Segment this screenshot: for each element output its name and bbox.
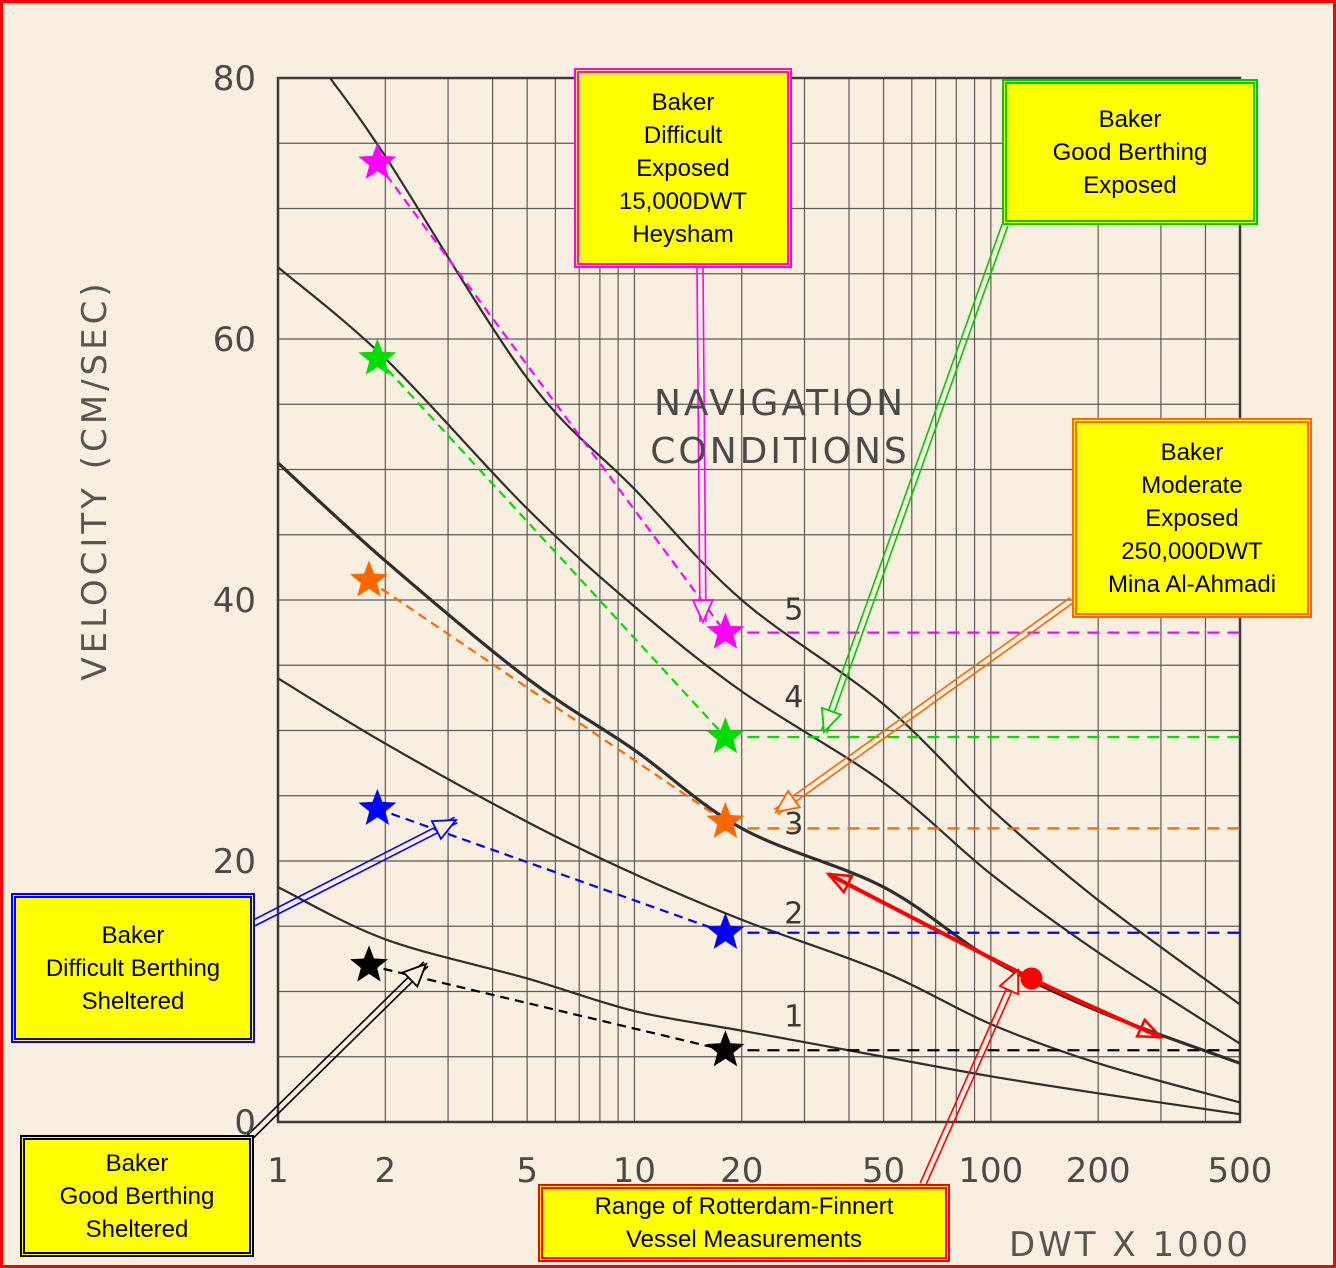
curve-number-label: 5 — [784, 592, 803, 627]
callout-line: Good Berthing — [59, 1182, 215, 1210]
range-arrowhead — [825, 872, 854, 895]
callout-pointer-line — [820, 223, 1003, 732]
star-marker — [358, 142, 397, 179]
callout-pointer-head — [430, 819, 458, 841]
callout-blue: Baker Difficult Berthing Sheltered — [11, 893, 255, 1043]
callout-line: Moderate — [1141, 471, 1243, 499]
callout-line: Baker — [1098, 105, 1162, 133]
callout-black: Baker Good Berthing Sheltered — [20, 1135, 254, 1257]
star-marker — [358, 788, 397, 825]
callout-line: 250,000DWT — [1121, 537, 1263, 565]
x-tick-label: 200 — [1066, 1151, 1131, 1191]
curve-layer — [276, 77, 1241, 1116]
range-center-dot — [1020, 967, 1043, 990]
callout-line: Sheltered — [85, 1215, 189, 1243]
condition-curve — [277, 886, 1241, 1116]
y-tick-label: 40 — [213, 581, 256, 621]
y-tick-label: 0 — [234, 1103, 256, 1143]
callout-red: Range of Rotterdam-Finnert Vessel Measur… — [538, 1184, 950, 1262]
callout-pointer-head — [401, 962, 428, 989]
condition-curve — [277, 266, 1241, 1045]
curve-number-label: 4 — [784, 680, 803, 715]
curve-number-label: 2 — [784, 896, 803, 931]
callout-pointer-line — [248, 965, 429, 1143]
callout-orange: Baker Moderate Exposed 250,000DWT Mina A… — [1072, 418, 1312, 618]
x-tick-label: 1 — [267, 1151, 289, 1191]
star-marker — [350, 560, 388, 597]
condition-curve — [276, 461, 1241, 1065]
callout-line: Exposed — [1083, 171, 1177, 199]
condition-curve — [277, 677, 1241, 1104]
curve-number-label: 3 — [784, 807, 803, 842]
callout-pointer-line — [925, 970, 1022, 1186]
y-tick-label: 60 — [213, 320, 256, 360]
callout-line: Baker — [105, 1149, 169, 1177]
callout-pointer-line — [919, 968, 1016, 1184]
callout-pointer-line — [250, 821, 458, 929]
dashed-connector — [376, 162, 727, 634]
callout-pointer-line — [777, 601, 1075, 816]
star-marker — [706, 912, 745, 949]
dashed-connector — [376, 807, 726, 934]
callout-line: Difficult — [643, 121, 723, 149]
annotation-line: NAVIGATION — [654, 383, 906, 424]
y-tick-label: 20 — [213, 842, 256, 882]
star-marker — [706, 612, 745, 649]
x-tick-label: 100 — [958, 1151, 1023, 1191]
dashed-connector — [376, 357, 727, 738]
range-arrowhead — [1135, 1017, 1164, 1039]
arrow-layer — [244, 223, 1164, 1186]
callout-line: Baker — [651, 88, 715, 116]
x-tick-label: 2 — [374, 1151, 396, 1191]
callout-line: Range of Rotterdam-Finnert — [594, 1193, 894, 1220]
callout-pointer-line — [773, 596, 1071, 811]
callout-green: Baker Good Berthing Exposed — [1002, 79, 1258, 225]
callout-line: Sheltered — [81, 987, 185, 1015]
x-axis-title: DWT X 1000 — [1009, 1225, 1251, 1265]
callout-magenta: Baker Difficult Exposed 15,000DWT Heysha… — [574, 68, 792, 268]
callout-pointer-line — [244, 961, 425, 1139]
y-tick-label: 80 — [213, 59, 256, 99]
callout-pointer-line — [826, 225, 1009, 734]
callout-pointer-line — [696, 268, 701, 623]
callout-line: Exposed — [1145, 504, 1239, 532]
callout-line: Heysham — [632, 220, 734, 248]
callout-pointer-head — [691, 599, 715, 625]
dash-layer — [368, 162, 1240, 1052]
condition-curve — [329, 77, 1241, 1006]
callout-pointer-line — [248, 816, 456, 924]
star-marker — [350, 945, 388, 982]
star-marker — [706, 717, 745, 754]
callout-pointer-head — [820, 706, 843, 735]
star-layer — [350, 142, 745, 1067]
callout-line: Mina Al-Ahmadi — [1107, 570, 1277, 598]
dashed-connector — [368, 964, 726, 1052]
annotation-line: CONDITIONS — [650, 431, 909, 472]
callout-pointer-head — [998, 968, 1020, 996]
star-marker — [358, 338, 397, 375]
range-line — [827, 872, 1162, 1040]
callout-line: Good Berthing — [1052, 138, 1208, 166]
star-marker — [706, 801, 745, 838]
callout-line: Baker — [101, 921, 165, 949]
callout-line: Difficult Berthing — [45, 954, 221, 982]
star-marker — [706, 1030, 745, 1067]
callout-line: 15,000DWT — [618, 187, 748, 215]
callout-line: Baker — [1160, 438, 1224, 466]
callout-line: Exposed — [636, 154, 730, 182]
x-tick-label: 500 — [1208, 1151, 1273, 1191]
x-tick-label: 5 — [516, 1151, 538, 1191]
callout-pointer-head — [774, 789, 802, 814]
callout-pointer-line — [702, 267, 707, 622]
callout-line: Vessel Measurements — [625, 1226, 863, 1253]
dashed-connector — [368, 579, 727, 823]
curve-number-label: 1 — [784, 999, 803, 1034]
y-axis-title: VELOCITY (CM/SEC) — [75, 279, 115, 680]
